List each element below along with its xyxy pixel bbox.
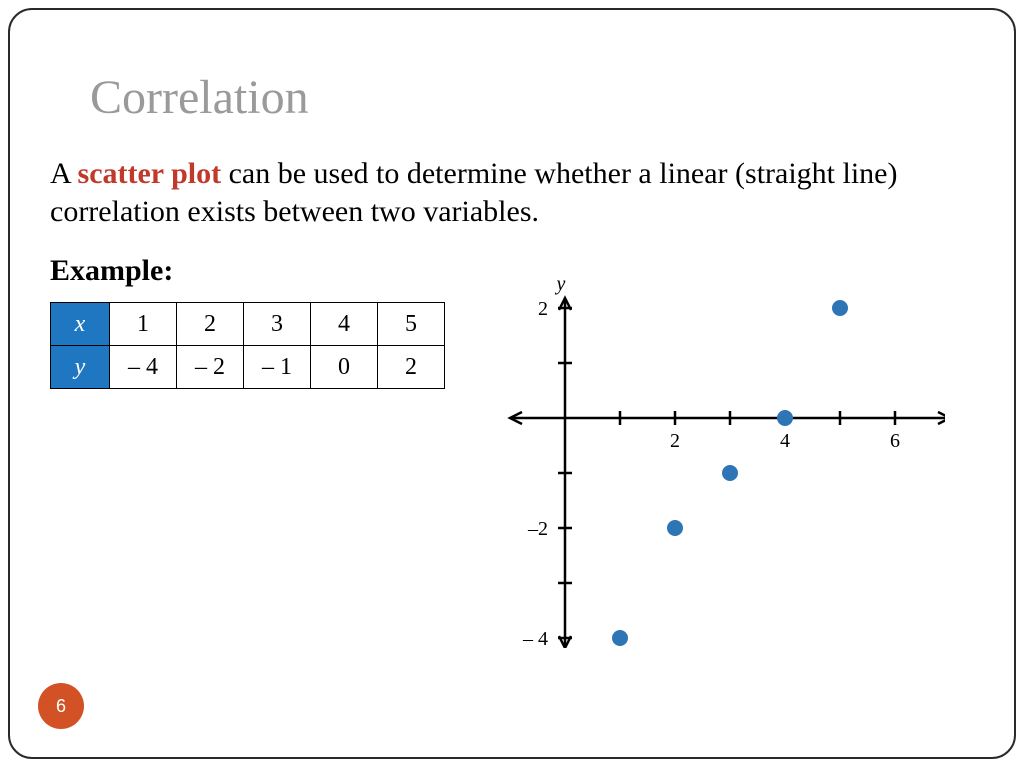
table-cell: – 4 [110,346,177,389]
table-cell: 1 [110,303,177,346]
table-cell: – 2 [177,346,244,389]
svg-text:y: y [555,273,566,295]
right-column: 246– 4–22xy [475,248,945,653]
svg-text:– 4: – 4 [522,628,548,648]
body-highlight: scatter plot [78,157,222,190]
svg-text:2: 2 [670,430,680,452]
svg-text:–2: –2 [527,518,548,540]
body-paragraph: A scatter plot can be used to determine … [50,155,974,230]
table-cell: 0 [311,346,378,389]
table-cell: 4 [311,303,378,346]
table-cell: – 1 [244,346,311,389]
table-cell: 2 [177,303,244,346]
left-column: Example: x 1 2 3 4 5 y – 4 – 2 – 1 0 2 [50,248,445,389]
table-cell: 2 [378,346,445,389]
table-row: x 1 2 3 4 5 [51,303,445,346]
svg-text:4: 4 [780,430,790,452]
table-row: y – 4 – 2 – 1 0 2 [51,346,445,389]
body-prefix: A [50,157,78,190]
page-number-badge: 6 [38,683,84,729]
data-table: x 1 2 3 4 5 y – 4 – 2 – 1 0 2 [50,302,445,389]
row-header-y: y [51,346,110,389]
table-cell: 3 [244,303,311,346]
slide-frame: Correlation A scatter plot can be used t… [8,8,1016,759]
slide-title: Correlation [90,70,974,125]
example-label: Example: [50,254,445,288]
row-header-x: x [51,303,110,346]
svg-text:2: 2 [538,298,548,320]
table-cell: 5 [378,303,445,346]
svg-text:6: 6 [890,430,900,452]
page-number: 6 [56,696,66,717]
scatter-plot: 246– 4–22xy [475,248,945,648]
content-row: Example: x 1 2 3 4 5 y – 4 – 2 – 1 0 2 [50,248,974,653]
